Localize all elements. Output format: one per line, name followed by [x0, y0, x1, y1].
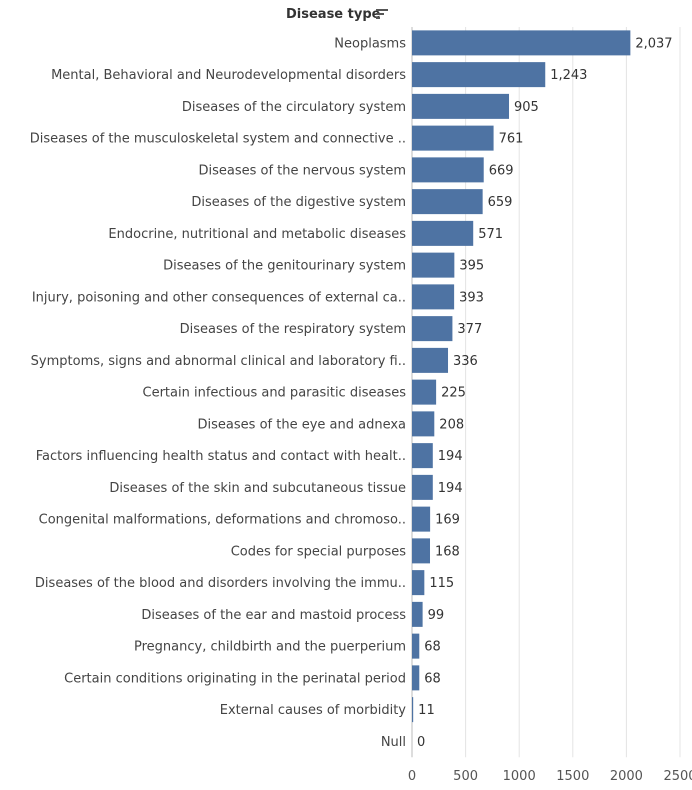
data-label: 659: [488, 195, 513, 210]
data-label: 68: [424, 640, 441, 655]
data-label: 168: [435, 544, 460, 559]
data-label: 194: [438, 481, 463, 496]
data-label: 1,243: [550, 68, 587, 83]
bar: [412, 316, 453, 342]
category-label: Diseases of the musculoskeletal system a…: [30, 132, 406, 147]
category-label: Certain infectious and parasitic disease…: [143, 386, 407, 401]
data-label: 225: [441, 386, 466, 401]
data-label: 194: [438, 449, 463, 464]
category-label: Neoplasms: [334, 36, 406, 51]
bar: [412, 379, 437, 405]
bar: [412, 62, 546, 88]
category-label: Endocrine, nutritional and metabolic dis…: [108, 227, 406, 242]
bar: [412, 284, 455, 310]
chart-header-title: Disease type: [286, 7, 381, 22]
data-label: 68: [424, 671, 441, 686]
category-label: Factors influencing health status and co…: [36, 449, 406, 464]
category-label: External causes of morbidity: [220, 703, 407, 718]
bar: [412, 538, 431, 564]
data-label: 393: [459, 290, 484, 305]
category-label: Diseases of the respiratory system: [180, 322, 406, 337]
category-label: Pregnancy, childbirth and the puerperium: [134, 640, 406, 655]
data-label: 395: [459, 259, 484, 274]
data-label: 905: [514, 100, 539, 115]
category-label: Codes for special purposes: [231, 544, 406, 559]
data-label: 11: [418, 703, 435, 718]
data-label: 2,037: [635, 36, 672, 51]
x-tick-label: 1000: [503, 769, 536, 784]
category-label: Diseases of the ear and mastoid process: [141, 608, 406, 623]
sort-descending-icon[interactable]: [376, 9, 388, 21]
bar: [412, 443, 433, 469]
data-label: 761: [499, 132, 524, 147]
x-tick-label: 500: [453, 769, 478, 784]
bar: [412, 220, 474, 246]
category-label: Certain conditions originating in the pe…: [64, 671, 406, 686]
category-label: Null: [381, 735, 406, 750]
bar: [412, 157, 484, 183]
bar: [412, 30, 631, 56]
x-tick-label: 2000: [610, 769, 643, 784]
data-label: 208: [439, 417, 464, 432]
category-label: Diseases of the nervous system: [198, 163, 406, 178]
x-tick-label: 1500: [556, 769, 589, 784]
category-label: Diseases of the genitourinary system: [163, 259, 406, 274]
bar: [412, 93, 510, 119]
bar: [412, 601, 423, 627]
bar: [412, 411, 435, 437]
data-label: 115: [429, 576, 454, 591]
bar: [412, 697, 414, 723]
data-label: 0: [417, 735, 425, 750]
data-label: 99: [428, 608, 445, 623]
category-label: Diseases of the digestive system: [191, 195, 406, 210]
category-label: Congenital malformations, deformations a…: [39, 513, 406, 528]
x-tick-label: 2500: [663, 769, 692, 784]
data-label: 336: [453, 354, 478, 369]
data-label: 571: [478, 227, 503, 242]
category-label: Diseases of the blood and disorders invo…: [35, 576, 406, 591]
bar: [412, 189, 483, 215]
bar: [412, 125, 494, 151]
bar: [412, 347, 449, 373]
category-label: Diseases of the skin and subcutaneous ti…: [109, 481, 406, 496]
bar: [412, 570, 425, 596]
category-label: Mental, Behavioral and Neurodevelopmenta…: [51, 68, 406, 83]
data-label: 669: [489, 163, 514, 178]
bar: [412, 665, 420, 691]
x-tick-label: 0: [408, 769, 416, 784]
data-label: 169: [435, 513, 460, 528]
bar: [412, 252, 455, 278]
bar: [412, 633, 420, 659]
bar: [412, 474, 433, 500]
category-label: Diseases of the eye and adnexa: [198, 417, 406, 432]
category-label: Injury, poisoning and other consequences…: [32, 290, 406, 305]
bar: [412, 506, 431, 532]
category-label: Symptoms, signs and abnormal clinical an…: [31, 354, 406, 369]
data-label: 377: [457, 322, 482, 337]
category-label: Diseases of the circulatory system: [182, 100, 406, 115]
